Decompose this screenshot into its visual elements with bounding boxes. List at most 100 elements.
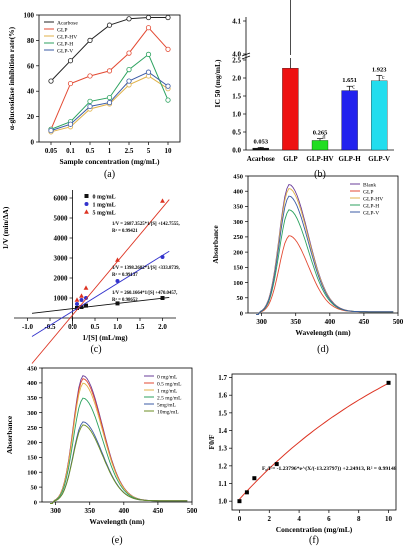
panel-a-point (87, 37, 93, 44)
panel-c-point (84, 303, 88, 308)
panel-b-bar-3 (341, 90, 358, 151)
panel-c-point (115, 279, 120, 283)
panel-c-point (160, 296, 165, 300)
panel-f-xtick-label: 8 (357, 515, 361, 523)
panel-f-point (252, 476, 257, 481)
panel-c-xtick-label: 0.0 (68, 323, 77, 331)
panel-a-xtick-label: 5 (147, 147, 151, 155)
panel-b-ytick-label: 0.0 (232, 147, 241, 155)
panel-a-point (48, 127, 54, 134)
panel-b-bar-0 (252, 147, 269, 151)
panel-c-legend-label: 1 mg/mL (93, 202, 116, 208)
panel-e-ytick-label: 400 (27, 380, 37, 387)
panel-a-legend-label: GLP-V (57, 48, 73, 54)
panel-c-legend-marker (84, 209, 89, 214)
panel-d-legend-label: GLP-HV (363, 196, 383, 202)
panel-a-ytick-label: 100 (24, 12, 35, 20)
panel-d-series-line-4 (256, 195, 394, 315)
panel-f-point (274, 462, 279, 467)
panel-c-point (160, 255, 165, 259)
panel-c-ytick-label: 5000 (54, 215, 69, 223)
panel-f-ytick-label: 1.1 (218, 480, 227, 488)
panel-c-equation: R² = 0.99421 (112, 228, 138, 234)
panel-a-xtick-label: 0.5 (86, 147, 95, 155)
panel-c-xtick-label: 1.0 (113, 323, 122, 331)
panel-c-fit-line-1 (31, 250, 170, 337)
panel-a-point (126, 50, 132, 56)
panel-a-point (67, 58, 74, 64)
panel-b-ytick-label: 4.1 (232, 18, 241, 26)
panel-d-ytick-label: 400 (233, 189, 243, 196)
panel-c-point (160, 198, 165, 203)
panel-f-xtick-label: 6 (327, 515, 331, 523)
panel-b-axis-break (241, 55, 251, 60)
panel-f-ytick-label: 1.0 (218, 498, 227, 506)
panel-d-xtick-label: 500 (393, 318, 404, 326)
panel-c-xtick-label: -0.5 (44, 323, 56, 331)
panel-a-legend-label: GLP (57, 27, 67, 33)
panel-e-xtick-label: 400 (119, 507, 130, 515)
panel-f-ytick-label: 1.6 (218, 392, 227, 400)
panel-f-frame (231, 373, 397, 511)
panel-a-ytick-label: 0 (31, 139, 35, 147)
panel-a-point (106, 68, 113, 74)
panel-c-fit-line-2 (31, 199, 170, 364)
panel-d-legend-label: GLP (363, 189, 373, 195)
panel-b-ytick-label: 2.0 (232, 75, 241, 83)
panel-d-ytick-label: 150 (233, 265, 243, 272)
panel-b-xtick-label: GLP (283, 155, 298, 163)
panel-a-point (87, 73, 93, 79)
panel-e-ytick-label: 0 (34, 499, 37, 506)
panel-c-equation: 1/V = 2687.3525*1/[S] +142.7555, (112, 222, 181, 227)
panel-e-ytick-label: 350 (27, 395, 37, 402)
panel-e-legend-label: 2.5 mg/mL (157, 395, 182, 401)
panel-c-point (74, 297, 80, 302)
panel-c-equation: R² = 0.98652 (112, 297, 138, 303)
panel-e-series-line-4 (50, 421, 188, 504)
panel-b-ytick-label: 1.0 (232, 111, 241, 119)
panel-b-ylabel: IC 50 (mg/mL) (213, 59, 222, 107)
panel-c-xtick-label: 0.5 (91, 323, 100, 331)
panel-b-value-label: 0.053 (253, 138, 268, 145)
panel-d-ytick-label: 450 (233, 173, 243, 180)
panel-a-xtick-label: 0.05 (45, 147, 58, 155)
panel-c-xtick-label: 2.0 (158, 323, 167, 331)
panel-d-xtick-label: 300 (256, 318, 267, 326)
panel-b-ytick-label: 0.5 (232, 129, 241, 137)
panel-b-xtick-label: GLP-HV (306, 155, 333, 163)
panel-e-xtick-label: 350 (84, 507, 95, 515)
panel-d-xtick-label: 450 (359, 318, 370, 326)
panel-c-equation: 1/V = 260.1664*1/[S] +470.0457, (112, 291, 178, 296)
panel-d-label: (d) (317, 344, 329, 355)
panel-b-bar-break (281, 55, 300, 58)
panel-d-ytick-label: 50 (237, 295, 244, 302)
panel-e-series-line-5 (50, 424, 188, 504)
panel-e-legend-label: 0.5 mg/mL (157, 381, 182, 387)
panel-a-ylabel: α-glucosidase inhibition rate(%) (7, 26, 16, 130)
panel-f-label: (f) (309, 535, 319, 546)
panel-b-axis-break (241, 52, 251, 57)
panel-a-point (126, 16, 132, 22)
panel-d-xtick-label: 350 (290, 318, 301, 326)
panel-c-point (115, 301, 120, 306)
panel-f-equation: F₀/F= -1.23796*e^(X/(-13.23797)) +2.2491… (262, 465, 397, 472)
panel-f-xtick-label: 2 (268, 515, 272, 523)
panel-e-legend-label: 1 mg/mL (157, 388, 178, 394)
panel-b-bar-4 (371, 80, 388, 151)
panel-b-ytick-label: 1.5 (232, 93, 241, 101)
panel-b-value-label: 1.923 (372, 66, 387, 73)
panel-d-legend-label: GLP-H (363, 203, 379, 209)
panel-f-ytick-label: 1.2 (218, 462, 227, 470)
panel-a-legend-label: Acarbose (57, 20, 78, 26)
panel-e-label: (e) (111, 535, 122, 546)
panel-c-xtick-label: -1.0 (22, 323, 34, 331)
panel-e-ytick-label: 300 (27, 410, 37, 417)
panel-a-ytick-label: 80 (27, 37, 35, 45)
panel-d-ylabel: Absorbance (211, 225, 220, 264)
panel-a-legend-label: GLP-H (57, 41, 73, 47)
panel-a-point (165, 14, 171, 21)
panel-a-xtick-label: 2.5 (125, 147, 134, 155)
panel-c-ytick-label: 2000 (54, 275, 69, 283)
panel-a-point (165, 46, 171, 52)
panel-a-label: (a) (104, 169, 115, 180)
